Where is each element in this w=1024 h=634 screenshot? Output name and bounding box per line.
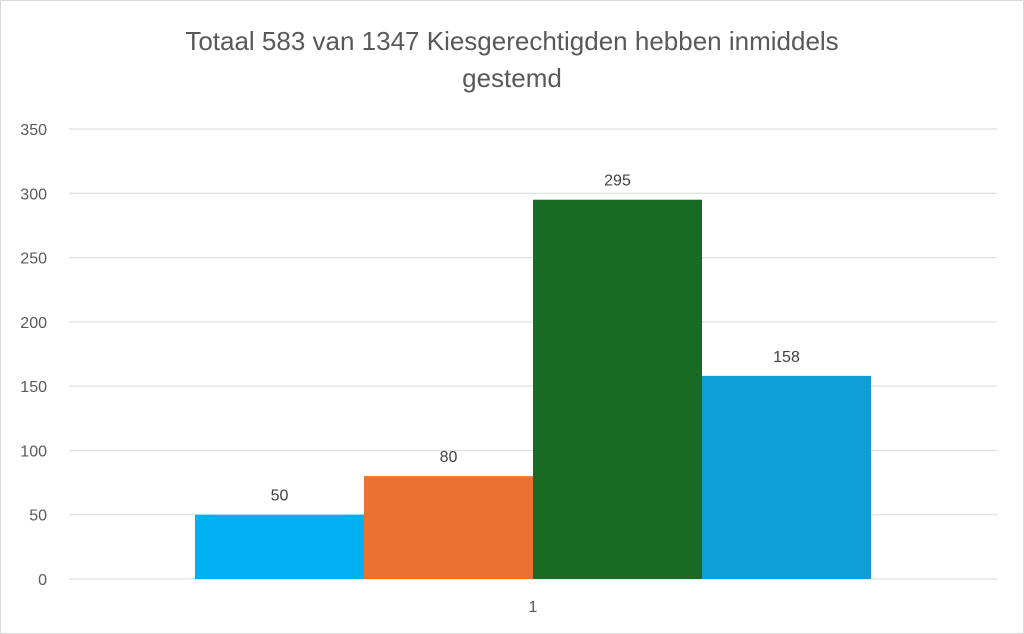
data-label: 50 [271,488,289,505]
bar [364,476,533,579]
chart-title-line-1: Totaal 583 van 1347 Kiesgerechtigden heb… [185,26,839,56]
bar [195,514,364,579]
chart-title: Totaal 583 van 1347 Kiesgerechtigden heb… [1,23,1023,97]
y-tick-label: 0 [38,572,47,589]
y-tick-label: 350 [20,122,47,139]
bar [702,375,871,579]
data-label: 158 [773,349,800,366]
y-tick-label: 50 [29,508,47,525]
y-tick-label: 200 [20,315,47,332]
x-tick-label: 1 [529,599,538,616]
data-label: 295 [604,173,631,190]
data-label: 80 [440,449,458,466]
bar [533,199,702,579]
y-tick-label: 300 [20,186,47,203]
chart-title-line-2: gestemd [462,63,562,93]
y-tick-label: 150 [20,379,47,396]
y-tick-label: 250 [20,251,47,268]
y-tick-label: 100 [20,443,47,460]
